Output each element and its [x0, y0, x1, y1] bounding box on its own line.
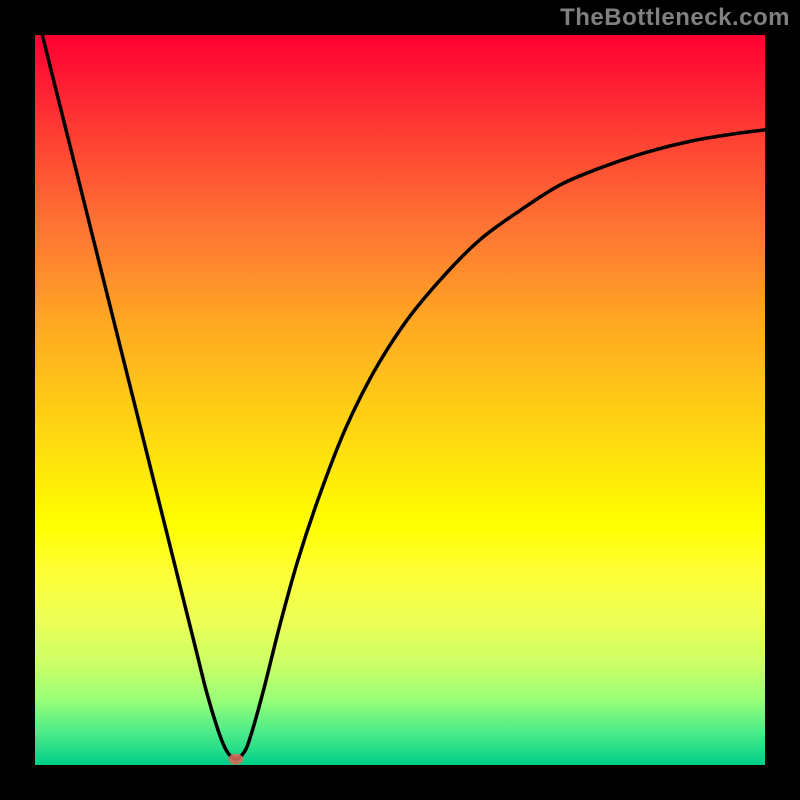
- plot-svg: [35, 35, 765, 765]
- watermark-text: TheBottleneck.com: [560, 4, 790, 32]
- gradient-background: [35, 35, 765, 765]
- minimum-marker: [229, 754, 243, 764]
- chart-frame: TheBottleneck.com: [0, 0, 800, 800]
